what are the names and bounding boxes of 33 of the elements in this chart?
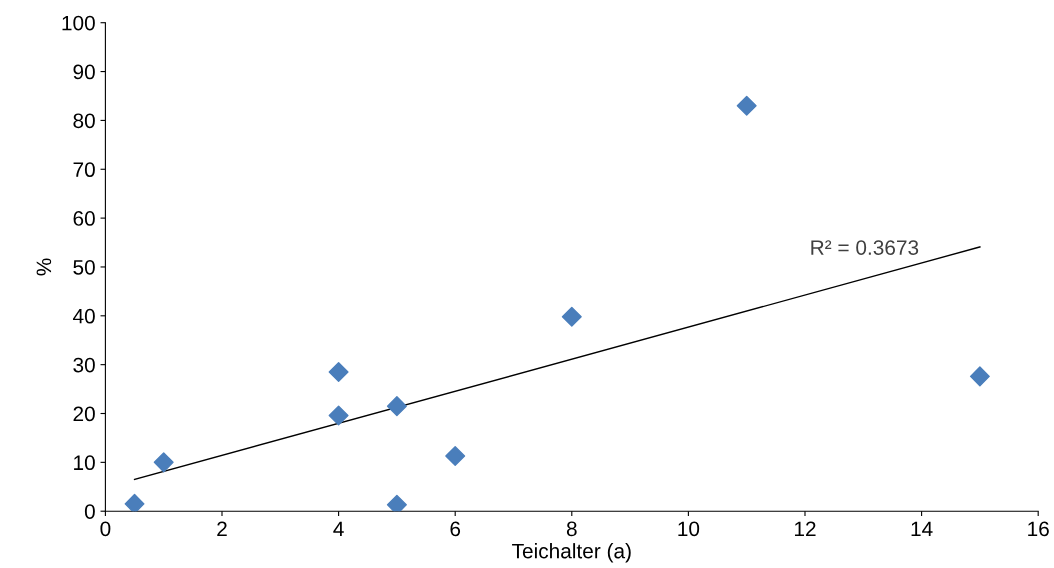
x-tick-label: 4 bbox=[333, 521, 344, 537]
x-tick-label: 6 bbox=[450, 521, 461, 537]
y-tick-label: 80 bbox=[73, 113, 95, 129]
y-tick-label: 90 bbox=[73, 64, 95, 80]
point bbox=[328, 361, 349, 382]
point bbox=[153, 452, 174, 473]
x-tick-label: 14 bbox=[911, 521, 933, 537]
x-tick-label: 16 bbox=[1028, 521, 1049, 537]
y-tick-label: 60 bbox=[73, 211, 95, 226]
y-tick-label: 70 bbox=[73, 162, 95, 178]
x-tick-label: 0 bbox=[100, 521, 111, 537]
annotation: R² = 0.3673 bbox=[811, 240, 919, 255]
point bbox=[124, 493, 145, 512]
point bbox=[445, 445, 466, 467]
x-tick-label: 10 bbox=[678, 521, 700, 537]
point bbox=[736, 95, 757, 116]
y-tick-label: 50 bbox=[73, 259, 95, 275]
y-tick-label: 40 bbox=[72, 308, 95, 324]
point bbox=[561, 306, 582, 327]
y-tick-label: 0 bbox=[84, 504, 95, 519]
point bbox=[386, 396, 407, 417]
point bbox=[969, 366, 990, 387]
point bbox=[386, 494, 407, 512]
x-tick-label: 2 bbox=[217, 521, 227, 537]
y-tick-label: 100 bbox=[62, 15, 95, 31]
x-axis-title: Teichalter (a) bbox=[512, 543, 631, 563]
y-tick-label: 10 bbox=[74, 455, 95, 471]
x-tick-label: 12 bbox=[795, 521, 816, 537]
y-tick-label: 20 bbox=[73, 406, 95, 422]
x-tick-label: 8 bbox=[566, 521, 577, 537]
y-axis-title: % bbox=[36, 258, 52, 276]
y-tick-label: 30 bbox=[73, 357, 95, 373]
point bbox=[328, 405, 349, 426]
